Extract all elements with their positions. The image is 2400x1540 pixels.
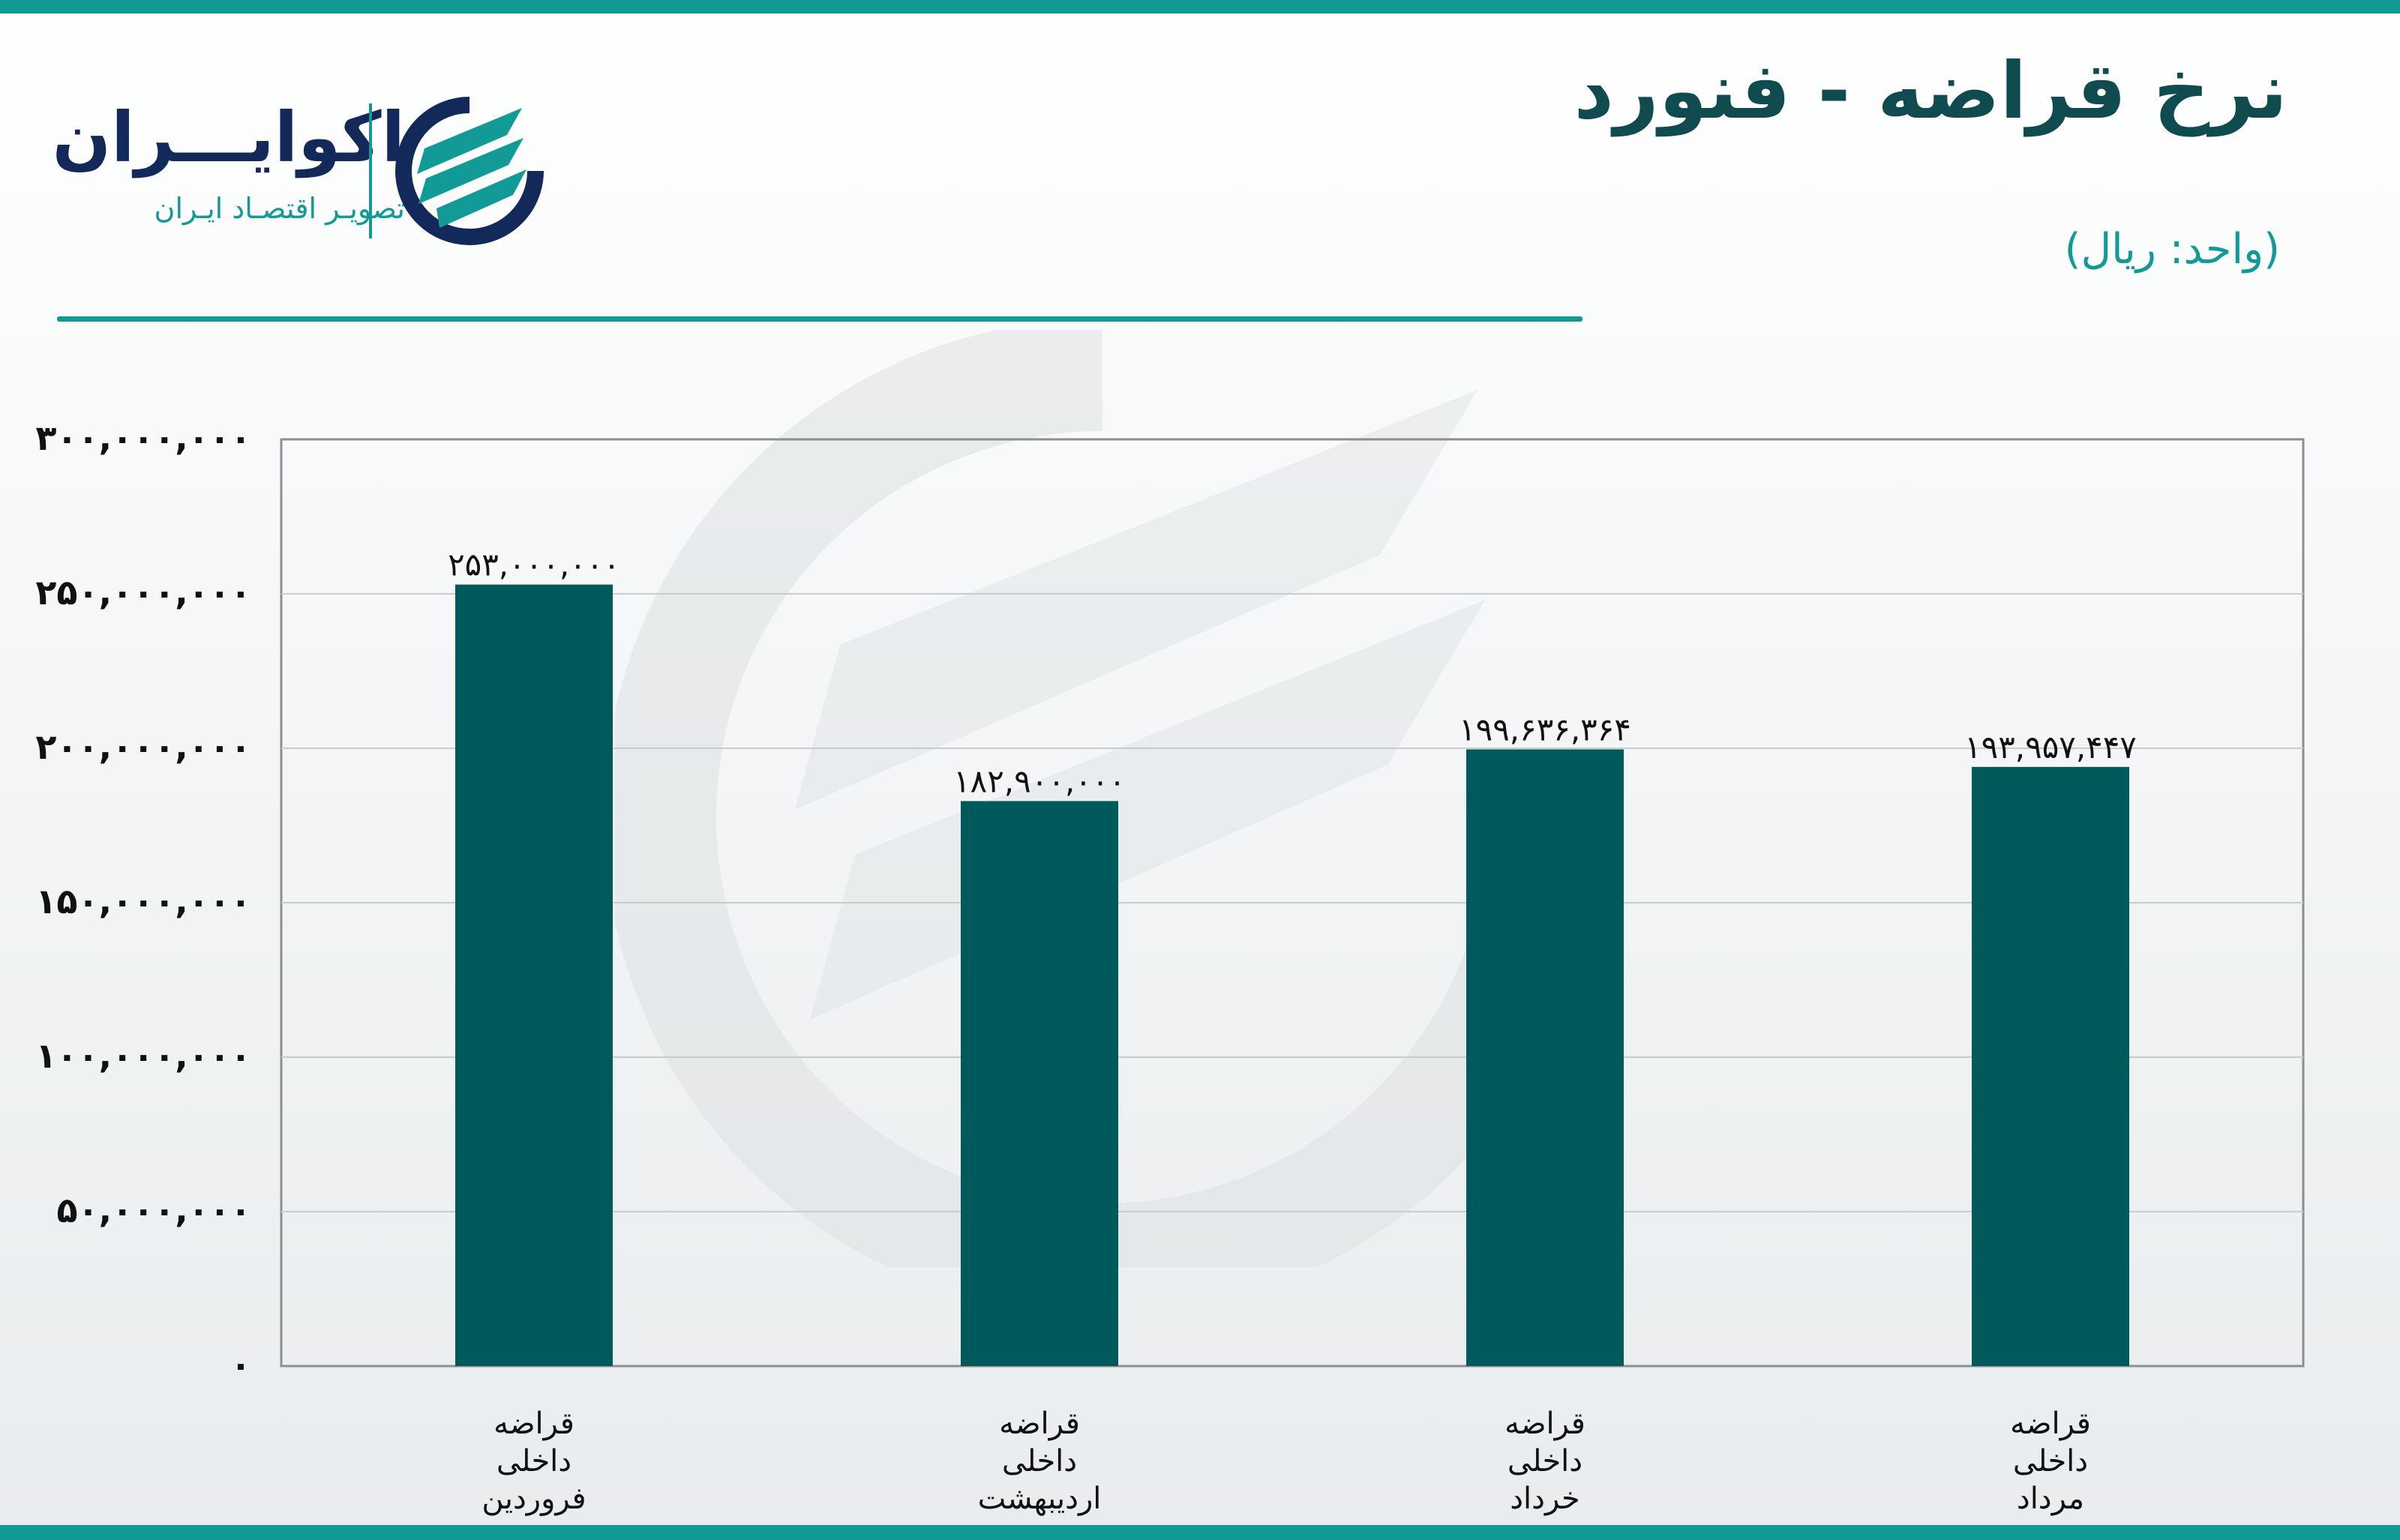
x-axis-tick-labels: قراضهداخلیفروردینقراضهداخلیاردیبهشتقراضه…	[482, 1407, 2090, 1516]
y-tick-label: ۵۰,۰۰۰,۰۰۰	[56, 1190, 251, 1230]
data-label: ۱۹۳,۹۵۷,۴۴۷	[1964, 729, 2137, 766]
data-label: ۱۸۲,۹۰۰,۰۰۰	[953, 763, 1126, 799]
x-tick-label: قراضه	[999, 1407, 1080, 1441]
y-axis-tick-labels: ۰ ۵۰,۰۰۰,۰۰۰ ۱۰۰,۰۰۰,۰۰۰ ۱۵۰,۰۰۰,۰۰۰ ۲۰۰,۰۰۰…	[35, 418, 251, 1385]
x-tick-label: قراضه	[2010, 1407, 2091, 1441]
x-tick-label: فروردین	[482, 1482, 586, 1516]
chart-title: نرخ قراضه - فنورد	[1574, 45, 2288, 136]
bar	[961, 801, 1118, 1366]
y-tick-label: ۱۵۰,۰۰۰,۰۰۰	[35, 881, 251, 921]
ecoiran-logo-icon	[395, 97, 544, 245]
y-tick-label: ۰	[230, 1344, 251, 1385]
data-label: ۱۹۹,۶۳۶,۳۶۴	[1459, 711, 1631, 748]
top-accent-bar	[0, 0, 2400, 13]
x-tick-label: قراضه	[1504, 1407, 1586, 1441]
brand-tagline: تصویـر اقتصـاد ایـران	[154, 192, 405, 225]
data-labels: ۲۵۳,۰۰۰,۰۰۰ ۱۸۲,۹۰۰,۰۰۰ ۱۹۹,۶۳۶,۳۶۴ ۱۹۳,۹۵۷…	[448, 547, 2137, 800]
header-divider	[57, 316, 1582, 322]
gridlines	[281, 593, 2303, 1212]
brand-logo: اکوایـــران تصویـر اقتصـاد ایـران	[52, 90, 548, 247]
brand-name: اکوایـــران	[52, 97, 405, 178]
x-tick-label: مرداد	[2017, 1482, 2084, 1516]
bar	[455, 584, 613, 1366]
brand-separator	[369, 103, 372, 238]
bottom-accent-bar	[0, 1525, 2400, 1540]
x-tick-label: داخلی	[1002, 1444, 1077, 1479]
y-tick-label: ۲۵۰,۰۰۰,۰۰۰	[35, 572, 251, 613]
x-tick-label: خرداد	[1510, 1482, 1580, 1516]
x-tick-label: داخلی	[2013, 1444, 2088, 1479]
data-label: ۲۵۳,۰۰۰,۰۰۰	[448, 547, 620, 583]
x-tick-label: قراضه	[494, 1407, 574, 1441]
y-tick-label: ۳۰۰,۰۰۰,۰۰۰	[35, 418, 251, 458]
unit-label: (واحد: ریال)	[2064, 225, 2280, 274]
y-tick-label: ۱۰۰,۰۰۰,۰۰۰	[35, 1035, 251, 1076]
bars	[455, 584, 2129, 1366]
bar	[1466, 749, 1624, 1366]
x-tick-label: داخلی	[496, 1444, 572, 1479]
x-tick-label: داخلی	[1508, 1444, 1582, 1479]
bar	[1972, 766, 2129, 1366]
x-tick-label: اردیبهشت	[978, 1482, 1102, 1516]
y-tick-label: ۲۰۰,۰۰۰,۰۰۰	[35, 727, 251, 767]
